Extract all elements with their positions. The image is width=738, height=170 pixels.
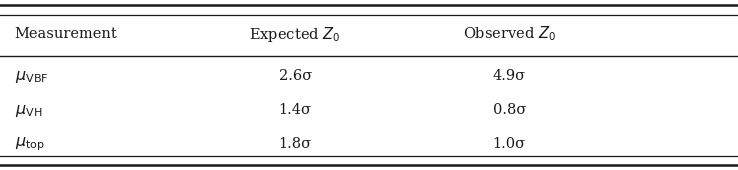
- Text: 1.0σ: 1.0σ: [493, 138, 525, 151]
- Text: $\mu_{\mathrm{top}}$: $\mu_{\mathrm{top}}$: [15, 136, 45, 153]
- Text: 4.9σ: 4.9σ: [493, 70, 525, 83]
- Text: $\mu_{\mathrm{VH}}$: $\mu_{\mathrm{VH}}$: [15, 102, 42, 119]
- Text: 1.4σ: 1.4σ: [279, 104, 311, 117]
- Text: Observed $Z_0$: Observed $Z_0$: [463, 25, 556, 43]
- Text: Expected $Z_0$: Expected $Z_0$: [249, 24, 341, 44]
- Text: Measurement: Measurement: [15, 27, 117, 41]
- Text: 1.8σ: 1.8σ: [279, 138, 311, 151]
- Text: 2.6σ: 2.6σ: [278, 70, 312, 83]
- Text: $\mu_{\mathrm{VBF}}$: $\mu_{\mathrm{VBF}}$: [15, 68, 48, 85]
- Text: 0.8σ: 0.8σ: [492, 104, 526, 117]
